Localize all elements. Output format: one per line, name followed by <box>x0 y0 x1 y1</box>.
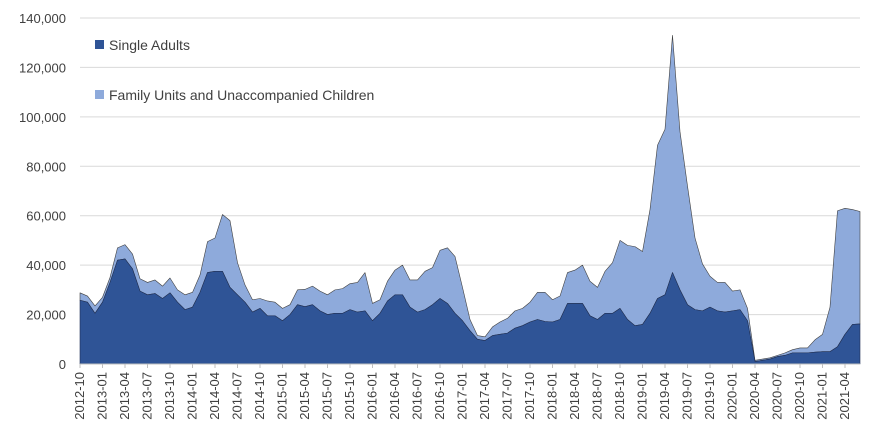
x-tick-label: 2019-10 <box>702 372 717 420</box>
x-tick-label: 2020-07 <box>770 372 785 420</box>
x-tick-label: 2020-10 <box>792 372 807 420</box>
x-tick-label: 2013-04 <box>117 372 132 420</box>
x-tick-label: 2016-04 <box>387 372 402 420</box>
x-tick-label: 2017-07 <box>500 372 515 420</box>
x-tick-label: 2015-10 <box>342 372 357 420</box>
x-tick-label: 2017-10 <box>522 372 537 420</box>
gridlines <box>80 17 860 316</box>
x-tick-label: 2015-01 <box>275 372 290 420</box>
x-tick-label: 2016-07 <box>410 372 425 420</box>
x-tick-label: 2014-04 <box>207 372 222 420</box>
y-tick-label: 0 <box>59 357 66 372</box>
y-tick-label: 40,000 <box>26 258 66 273</box>
y-tick-label: 140,000 <box>19 11 66 26</box>
x-tick-label: 2019-04 <box>657 372 672 420</box>
y-tick-label: 20,000 <box>26 308 66 323</box>
x-tick-label: 2015-04 <box>297 372 312 420</box>
plot-areas <box>79 35 861 365</box>
x-tick-label: 2017-01 <box>455 372 470 420</box>
x-tick-label: 2016-10 <box>432 372 447 420</box>
y-tick-label: 120,000 <box>19 60 66 75</box>
y-axis-tick-labels: 0 20,000 40,000 60,000 80,000 100,000 120,000 1… <box>19 11 66 372</box>
x-tick-label: 2018-10 <box>612 372 627 420</box>
x-tick-label: 2020-04 <box>747 372 762 420</box>
x-tick-label: 2013-10 <box>162 372 177 420</box>
x-tick-label: 2021-01 <box>815 372 830 420</box>
area-single-adults <box>79 258 861 365</box>
x-tick-label: 2018-01 <box>545 372 560 420</box>
legend: Single Adults Family Units and Unaccompa… <box>95 37 374 103</box>
x-tick-label: 2013-01 <box>95 372 110 420</box>
x-tick-label: 2014-07 <box>230 372 245 420</box>
legend-label-single-adults: Single Adults <box>109 37 190 53</box>
legend-swatch-family-units <box>95 90 104 99</box>
legend-label-family-units: Family Units and Unaccompanied Children <box>109 87 374 103</box>
x-tick-label: 2018-04 <box>567 372 582 420</box>
x-tick-label: 2021-04 <box>837 372 852 420</box>
x-tick-label: 2017-04 <box>477 372 492 420</box>
y-tick-label: 100,000 <box>19 110 66 125</box>
x-tick-label: 2016-01 <box>365 372 380 420</box>
x-tick-label: 2014-01 <box>185 372 200 420</box>
x-tick-label: 2020-01 <box>725 372 740 420</box>
legend-swatch-single-adults <box>95 40 104 49</box>
x-tick-label: 2018-07 <box>590 372 605 420</box>
x-tick-label: 2014-10 <box>252 372 267 420</box>
x-tick-label: 2019-01 <box>635 372 650 420</box>
y-tick-label: 80,000 <box>26 159 66 174</box>
x-tick-label: 2019-07 <box>680 372 695 420</box>
y-tick-label: 60,000 <box>26 209 66 224</box>
x-axis-tick-labels: 2012-10 2013-01 2013-04 2013-07 2013-10 2014-… <box>72 364 852 420</box>
x-tick-label: 2015-07 <box>320 372 335 420</box>
x-tick-label: 2013-07 <box>140 372 155 420</box>
x-tick-label: 2012-10 <box>72 372 87 420</box>
